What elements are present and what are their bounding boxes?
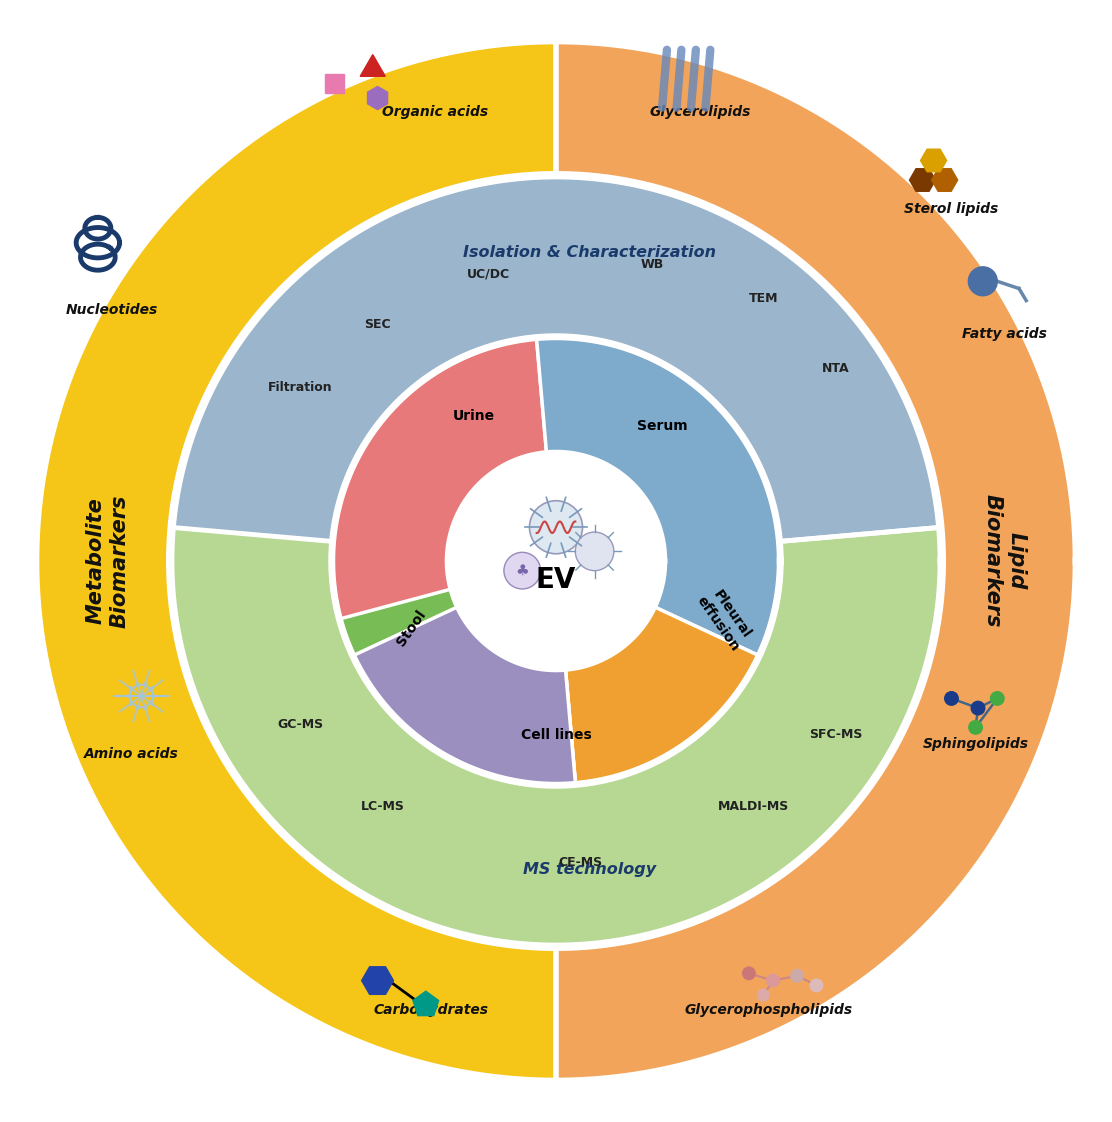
Text: MS technology: MS technology — [524, 862, 656, 877]
Circle shape — [767, 974, 780, 987]
Text: Urine: Urine — [453, 410, 495, 423]
Text: Amino acids: Amino acids — [85, 747, 179, 761]
Text: GC-MS: GC-MS — [277, 718, 324, 732]
Text: Lipid
Biomarkers: Lipid Biomarkers — [983, 495, 1026, 627]
Polygon shape — [536, 337, 781, 655]
Polygon shape — [171, 175, 941, 542]
Circle shape — [447, 452, 665, 670]
Circle shape — [791, 969, 803, 982]
Circle shape — [757, 990, 770, 1001]
Text: EV: EV — [536, 567, 576, 595]
Text: SEC: SEC — [365, 319, 391, 331]
Text: WB: WB — [641, 258, 664, 270]
Text: LC-MS: LC-MS — [360, 800, 405, 813]
Circle shape — [971, 701, 985, 715]
Circle shape — [945, 691, 959, 706]
Circle shape — [743, 967, 755, 980]
Polygon shape — [556, 40, 1076, 1082]
Circle shape — [991, 691, 1004, 706]
Text: MALDI-MS: MALDI-MS — [718, 800, 790, 813]
Text: CE-MS: CE-MS — [558, 856, 603, 868]
Text: Stool: Stool — [394, 608, 428, 650]
Text: Organic acids: Organic acids — [383, 105, 488, 119]
Circle shape — [504, 552, 540, 589]
Text: Nucleotides: Nucleotides — [67, 303, 158, 318]
Text: Glycerophospholipids: Glycerophospholipids — [684, 1003, 852, 1017]
Polygon shape — [331, 338, 546, 655]
Text: UC/DC: UC/DC — [467, 267, 510, 280]
Circle shape — [969, 267, 997, 296]
Text: Metabolite
Biomarkers: Metabolite Biomarkers — [86, 495, 129, 627]
Text: Cell lines: Cell lines — [520, 728, 592, 742]
Text: NTA: NTA — [822, 361, 850, 375]
Circle shape — [575, 532, 614, 571]
Polygon shape — [566, 607, 759, 784]
Text: Filtration: Filtration — [268, 380, 332, 394]
Text: Serum: Serum — [637, 419, 687, 433]
Text: SFC-MS: SFC-MS — [810, 728, 863, 742]
Text: Sphingolipids: Sphingolipids — [923, 737, 1029, 752]
Text: Isolation & Characterization: Isolation & Characterization — [464, 245, 716, 260]
Polygon shape — [36, 40, 556, 1082]
Text: Sterol lipids: Sterol lipids — [904, 202, 999, 215]
Circle shape — [969, 720, 982, 734]
Text: Carbohydrates: Carbohydrates — [374, 1003, 488, 1017]
Text: TEM: TEM — [748, 292, 778, 305]
Text: ♣: ♣ — [516, 563, 529, 578]
Text: Glycerolipids: Glycerolipids — [651, 105, 752, 119]
Text: Pleural
effusion: Pleural effusion — [694, 585, 755, 654]
Text: Fatty acids: Fatty acids — [962, 328, 1048, 341]
Circle shape — [811, 980, 823, 992]
Polygon shape — [353, 607, 576, 785]
Polygon shape — [170, 527, 942, 947]
Circle shape — [529, 500, 583, 554]
Polygon shape — [339, 589, 576, 785]
